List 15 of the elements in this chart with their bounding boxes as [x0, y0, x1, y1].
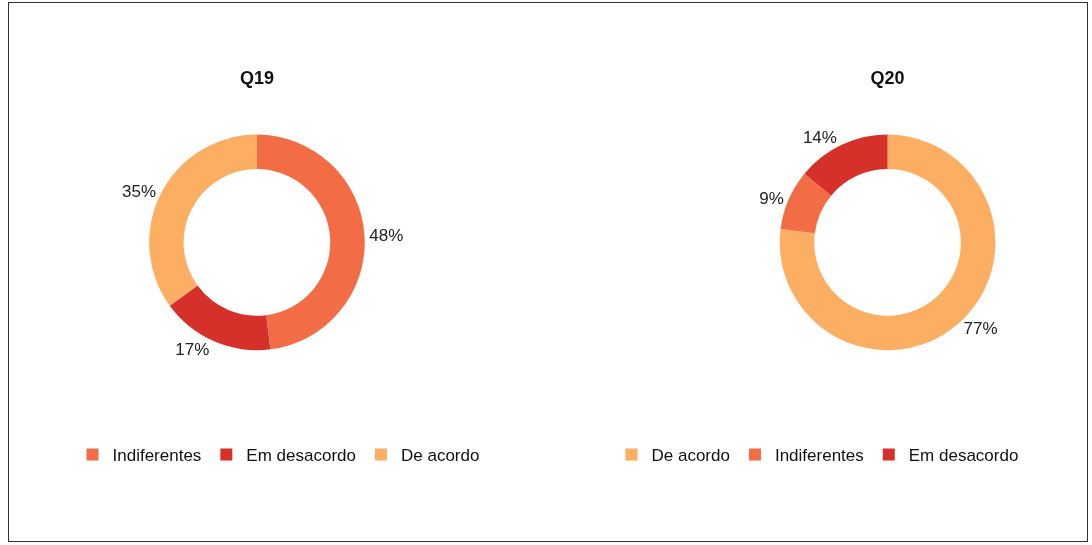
data-label: 48%: [369, 226, 404, 246]
legend-label: De acordo: [651, 446, 730, 466]
legend-label: De acordo: [400, 446, 480, 466]
data-label: 14%: [802, 127, 837, 147]
data-label: 9%: [759, 188, 784, 208]
data-label: 77%: [963, 319, 998, 339]
legend-label: Indiferentes: [112, 446, 202, 466]
data-label: 17%: [175, 339, 210, 359]
legend-label: Em desacordo: [246, 446, 356, 466]
donut-slice: [256, 134, 365, 350]
chart-title: Q19: [239, 68, 274, 89]
legend-label: Indiferentes: [774, 446, 864, 466]
legend-label: Em desacordo: [908, 446, 1019, 466]
chart-title: Q20: [870, 68, 905, 89]
data-label: 35%: [122, 182, 157, 202]
